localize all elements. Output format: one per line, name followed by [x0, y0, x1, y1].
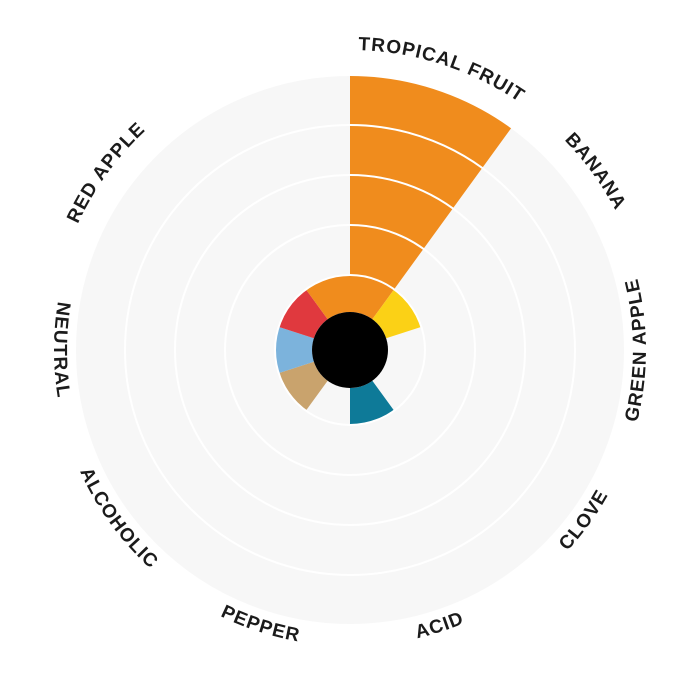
- center-hole: [312, 312, 388, 388]
- axis-label: NEUTRAL: [49, 301, 74, 400]
- flavor-wheel: TROPICAL FRUITBANANAGREEN APPLECLOVEACID…: [0, 0, 700, 700]
- chart-svg: TROPICAL FRUITBANANAGREEN APPLECLOVEACID…: [0, 0, 700, 700]
